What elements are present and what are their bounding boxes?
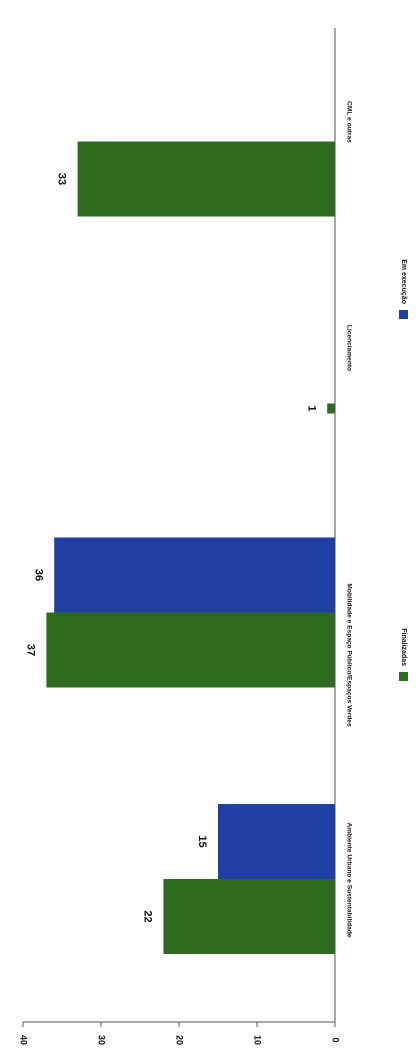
category-label: Mobilidade e Espaço Público/Espaços Verd… (345, 583, 352, 727)
data-label: 33 (56, 173, 68, 185)
bar (163, 879, 335, 954)
data-label: 36 (32, 569, 44, 581)
data-label: 37 (24, 644, 36, 656)
y-axis-ticks: 0 10 20 30 40 (19, 1022, 341, 1045)
y-tick-label: 0 (331, 1037, 341, 1042)
data-label: 22 (141, 910, 153, 922)
legend-swatch (399, 672, 408, 681)
legend-label: Finalizadas (400, 628, 407, 666)
y-tick-label: 40 (19, 1035, 29, 1045)
category-label: Ambiente Urbano e Sustentabilidade (345, 822, 352, 937)
data-label: 15 (196, 835, 208, 847)
bar (218, 804, 335, 879)
data-label: 1 (305, 405, 317, 411)
bar (327, 403, 335, 414)
bars: 22 15 37 36 1 33 (24, 141, 336, 954)
category-labels: Ambiente Urbano e Sustentabilidade Mobili… (345, 101, 352, 938)
category-label: CML e outras (345, 101, 352, 143)
y-tick-label: 10 (253, 1035, 263, 1045)
legend-swatch (399, 310, 408, 319)
bar (77, 141, 335, 217)
bar (54, 537, 335, 613)
legend: Finalizadas Em execução (399, 259, 408, 681)
bar (46, 612, 336, 688)
y-tick-label: 20 (175, 1035, 185, 1045)
category-label: Licenciamento (345, 325, 352, 371)
legend-label: Em execução (400, 259, 407, 304)
y-tick-label: 30 (97, 1035, 107, 1045)
